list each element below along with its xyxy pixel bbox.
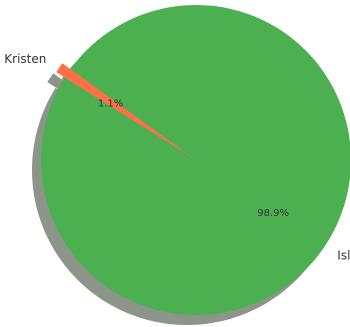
- pie-slice-layer: [41, 5, 350, 315]
- slice-percent-kristen: 1.1%: [98, 98, 123, 109]
- pie-slice-islam: [41, 5, 350, 315]
- slice-label-islam: Islam: [337, 248, 350, 262]
- pie-slice-kristen: [56, 63, 188, 155]
- slice-label-kristen: Kristen: [4, 52, 46, 66]
- slice-percent-islam: 98.9%: [257, 208, 289, 219]
